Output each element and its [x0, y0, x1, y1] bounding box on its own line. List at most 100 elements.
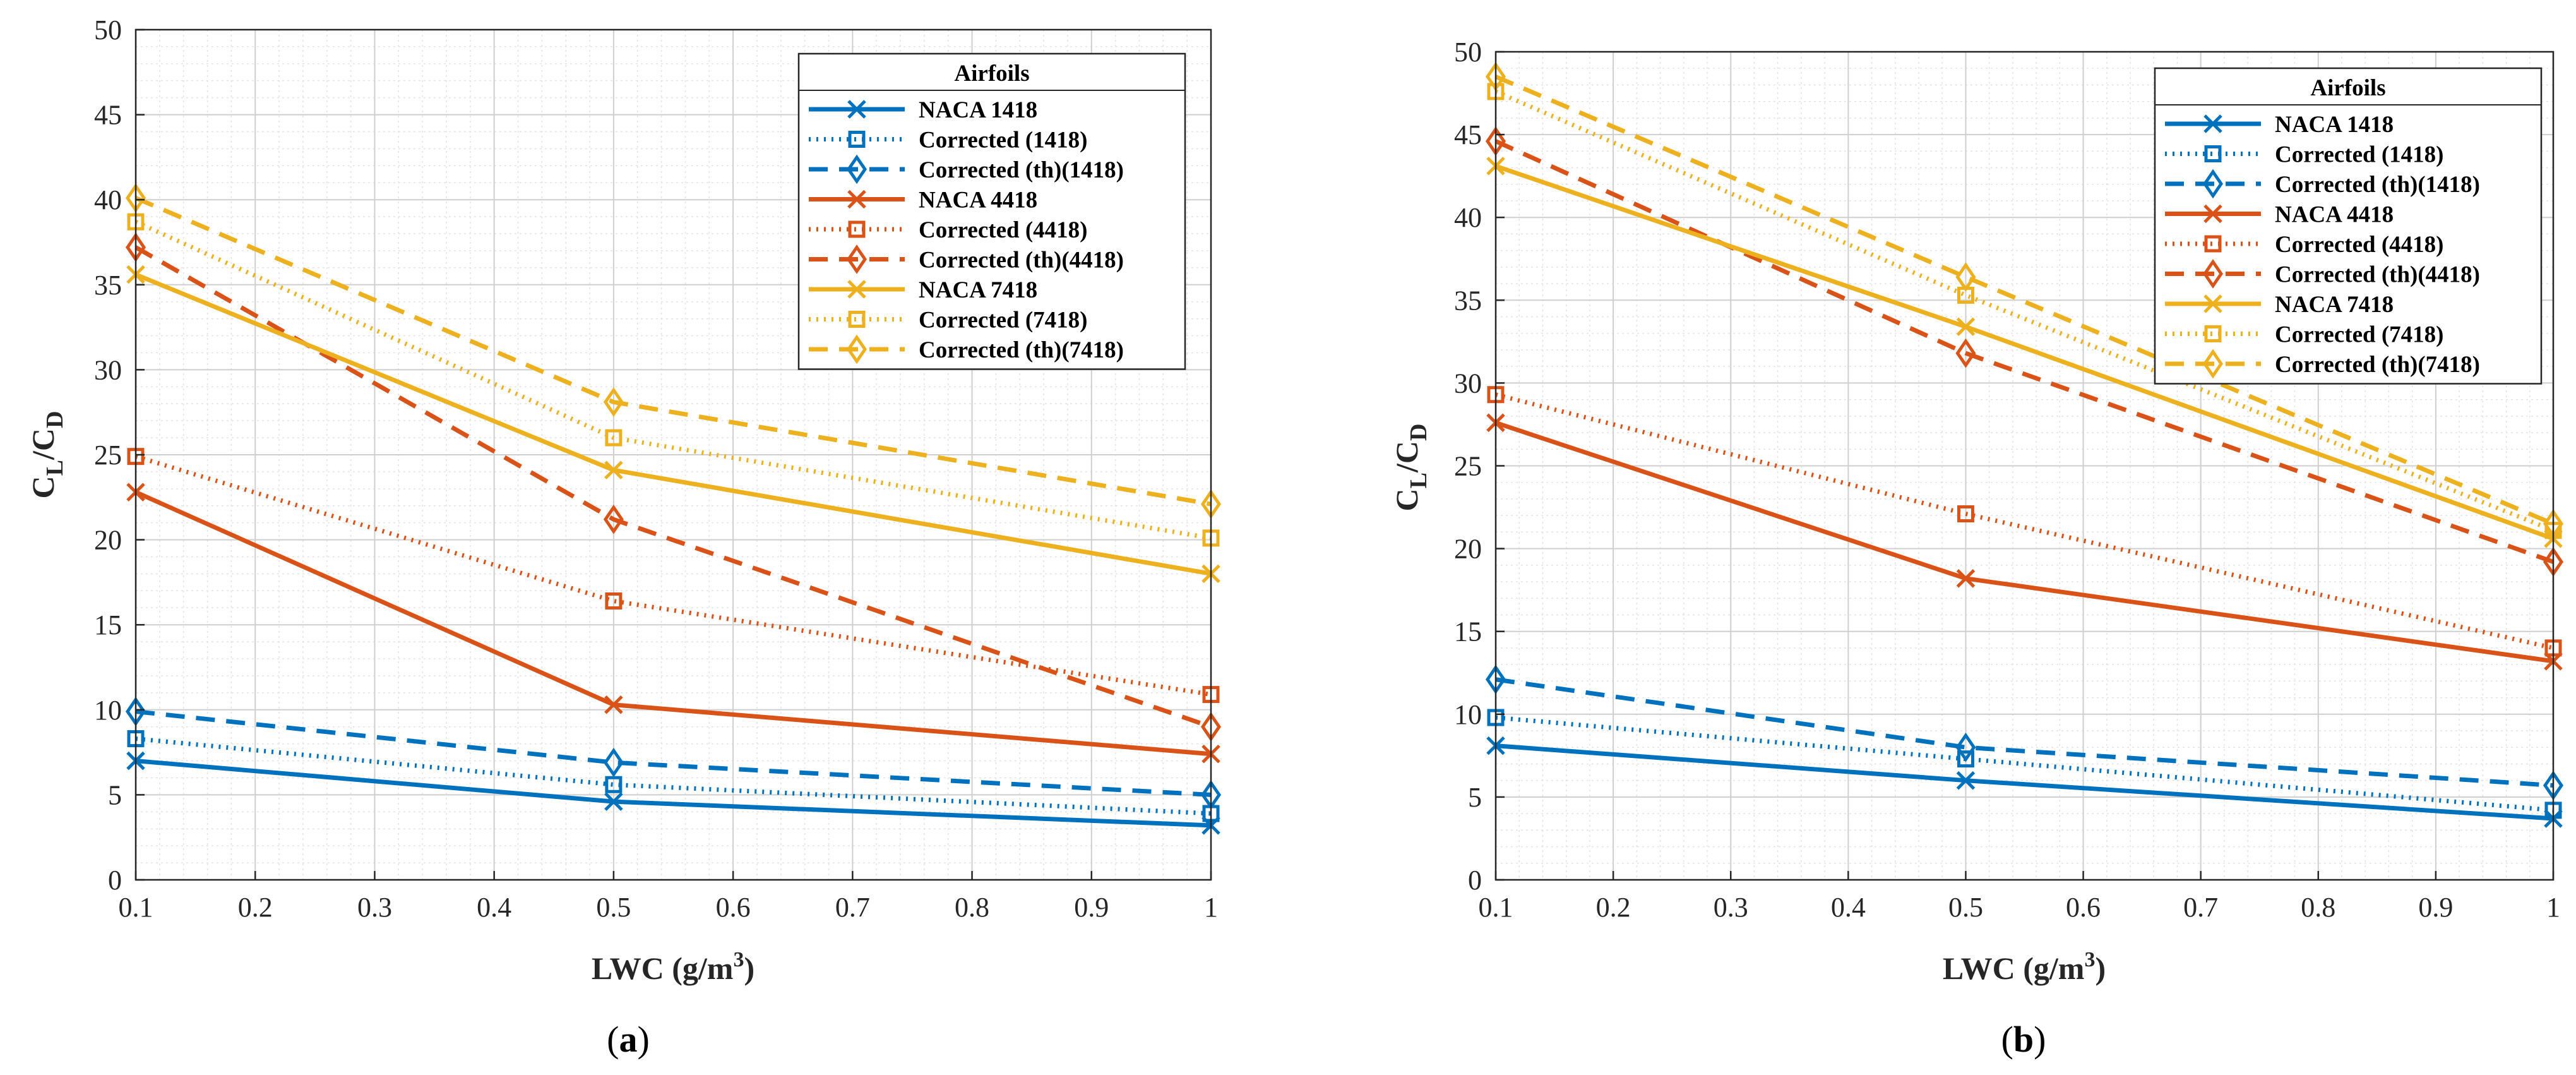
legend-marker	[2202, 349, 2224, 379]
legend-marker	[2204, 325, 2222, 342]
legend-label: Corrected (th)(1418)	[919, 157, 1124, 183]
x-label-sup: 3	[2084, 948, 2095, 971]
series-layer	[125, 183, 1222, 835]
y-label-slash: /C	[1389, 441, 1424, 473]
legend-marker	[2203, 204, 2222, 224]
data-point	[1956, 317, 1976, 337]
legend-marker	[847, 100, 866, 119]
x-tick-label: 0.2	[238, 892, 273, 923]
legend-label: Corrected (th)(7418)	[2275, 352, 2480, 378]
legend-entry: Corrected (th)(4418)	[2165, 259, 2480, 289]
x-label-main: LWC (g/m	[1943, 951, 2085, 986]
y-label-c: C	[1389, 488, 1424, 511]
y-label-slash: /C	[25, 428, 61, 460]
y-tick-label: 15	[94, 610, 122, 640]
data-point	[603, 504, 624, 534]
data-point	[1955, 732, 1976, 762]
legend-label: Corrected (7418)	[2275, 322, 2443, 348]
y-tick-label: 40	[1454, 202, 1482, 233]
legend-entry: Corrected (7418)	[2165, 322, 2443, 348]
legend-label: Corrected (th)(1418)	[2275, 172, 2480, 198]
series-line	[1495, 392, 2554, 651]
x-tick-label: 0.9	[1074, 892, 1109, 923]
data-point	[605, 776, 623, 793]
data-point	[605, 592, 623, 610]
x-tick-label: 0.5	[596, 892, 631, 923]
legend-marker	[2204, 235, 2222, 253]
legend-entry: Corrected (th)(7418)	[2165, 349, 2480, 379]
legend-label: Corrected (1418)	[2275, 142, 2443, 168]
y-tick-label: 15	[1454, 616, 1482, 647]
legend-label: NACA 7418	[919, 277, 1037, 303]
x-label-main: LWC (g/m	[592, 951, 734, 986]
y-tick-label: 50	[1454, 37, 1482, 68]
x-tick-label: 0.4	[1831, 892, 1866, 923]
tick-layer: 0.1 0.2 0.3 0.4 0.5 0.6 0.7 0.8 0.9 1051015202530…	[1454, 37, 2560, 923]
x-tick-label: 0.6	[716, 892, 751, 923]
legend-marker	[2202, 259, 2224, 289]
legend-title: Airfoils	[954, 61, 1029, 87]
legend-label: Corrected (7418)	[919, 308, 1087, 333]
y-tick-label: 30	[1454, 368, 1482, 399]
y-tick-label: 20	[1454, 534, 1482, 565]
legend-entry: NACA 7418	[2165, 292, 2394, 318]
x-tick-label: 1	[2546, 892, 2560, 923]
y-tick-label: 20	[94, 525, 122, 556]
series-4	[126, 483, 1220, 764]
series-line	[134, 220, 1212, 541]
x-tick-label: 0.5	[1948, 892, 1983, 923]
y-axis-label: CL/CD	[25, 411, 68, 499]
y-label-c: C	[25, 476, 61, 498]
legend-label: NACA 7418	[2275, 292, 2394, 318]
x-tick-label: 0.8	[955, 892, 989, 923]
x-tick-label: 0.9	[2418, 892, 2453, 923]
legend-marker	[846, 334, 868, 364]
x-axis-label: LWC (g/m3)	[1943, 948, 2106, 986]
legend-entry: NACA 4418	[2165, 202, 2394, 228]
series-7	[126, 265, 1220, 584]
legend-entry: Corrected (1418)	[809, 128, 1087, 153]
y-label-sub-l: L	[42, 460, 68, 476]
series-line	[1494, 139, 2555, 564]
series-line	[1494, 75, 2555, 526]
legend-entry: Corrected (1418)	[2165, 142, 2443, 168]
series-line	[134, 196, 1212, 507]
legend-label: NACA 1418	[919, 97, 1037, 123]
data-point	[1957, 505, 1974, 523]
legend-label: Corrected (4418)	[2275, 232, 2443, 258]
legend-entry: Corrected (th)(1418)	[809, 154, 1124, 184]
legend-marker	[2204, 145, 2222, 162]
x-tick-label: 0.1	[119, 892, 153, 923]
caption-a-letter: a	[619, 1019, 638, 1060]
data-point	[603, 747, 624, 778]
legend-entry: Corrected (th)(7418)	[809, 334, 1124, 364]
series-line	[1495, 677, 2554, 788]
caption-b: (b)	[2001, 1019, 2046, 1060]
caption-b-letter: b	[2013, 1019, 2034, 1060]
data-point	[603, 387, 624, 417]
legend: Airfoils NACA 1418 Corrected (1418) Correct…	[797, 52, 1186, 370]
legend-marker	[848, 220, 866, 238]
chart-panel-a: 0.1 0.2 0.3 0.4 0.5 0.6 0.7 0.8 0.9 1051015202530…	[25, 15, 1222, 1060]
y-tick-label: 25	[1454, 451, 1482, 482]
series-line	[1495, 715, 2554, 813]
y-tick-label: 45	[94, 100, 122, 131]
x-tick-label: 0.8	[2301, 892, 2335, 923]
data-point	[1955, 262, 1976, 292]
y-tick-label: 5	[1468, 782, 1482, 813]
legend-label: Corrected (th)(7418)	[919, 337, 1124, 363]
y-tick-label: 50	[94, 15, 122, 45]
y-tick-label: 25	[94, 440, 122, 471]
legend-label: NACA 1418	[2275, 112, 2394, 138]
legend-label: Corrected (th)(4418)	[2275, 262, 2480, 288]
y-label-sub-d: D	[42, 411, 68, 428]
legend-entry: Corrected (4418)	[2165, 232, 2443, 258]
y-tick-label: 40	[94, 184, 122, 215]
tick-layer: 0.1 0.2 0.3 0.4 0.5 0.6 0.7 0.8 0.9 1051015202530…	[94, 15, 1218, 923]
x-label-sup: 3	[733, 948, 744, 971]
x-tick-label: 1	[1204, 892, 1218, 923]
legend-marker	[2203, 114, 2222, 133]
x-tick-label: 0.3	[1714, 892, 1748, 923]
series-line	[135, 709, 1212, 797]
series-layer	[1485, 61, 2564, 828]
